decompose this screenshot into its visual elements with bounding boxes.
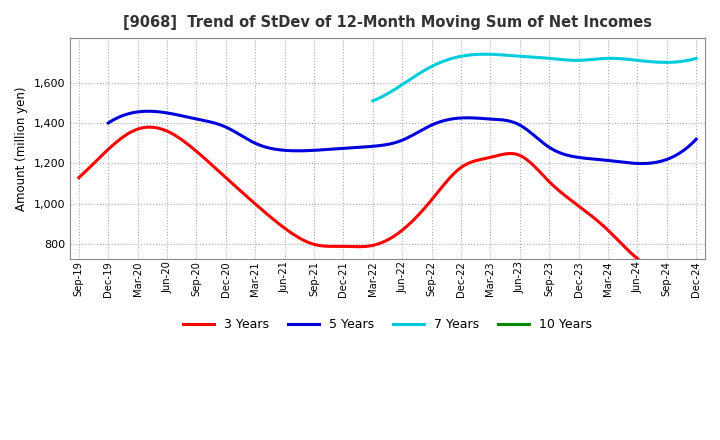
Title: [9068]  Trend of StDev of 12-Month Moving Sum of Net Incomes: [9068] Trend of StDev of 12-Month Moving… [123, 15, 652, 30]
Y-axis label: Amount (million yen): Amount (million yen) [15, 86, 28, 211]
Legend: 3 Years, 5 Years, 7 Years, 10 Years: 3 Years, 5 Years, 7 Years, 10 Years [178, 313, 598, 336]
